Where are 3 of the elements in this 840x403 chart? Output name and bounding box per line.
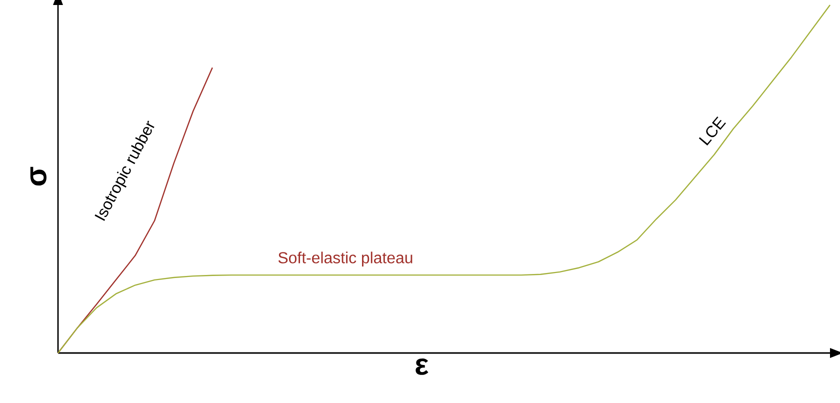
y-axis-title: σ <box>30 166 46 186</box>
x-axis-title: ε <box>416 358 428 375</box>
annotation: Soft-elastic plateau <box>278 252 412 267</box>
